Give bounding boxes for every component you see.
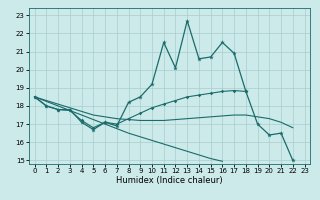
X-axis label: Humidex (Indice chaleur): Humidex (Indice chaleur) (116, 176, 223, 185)
